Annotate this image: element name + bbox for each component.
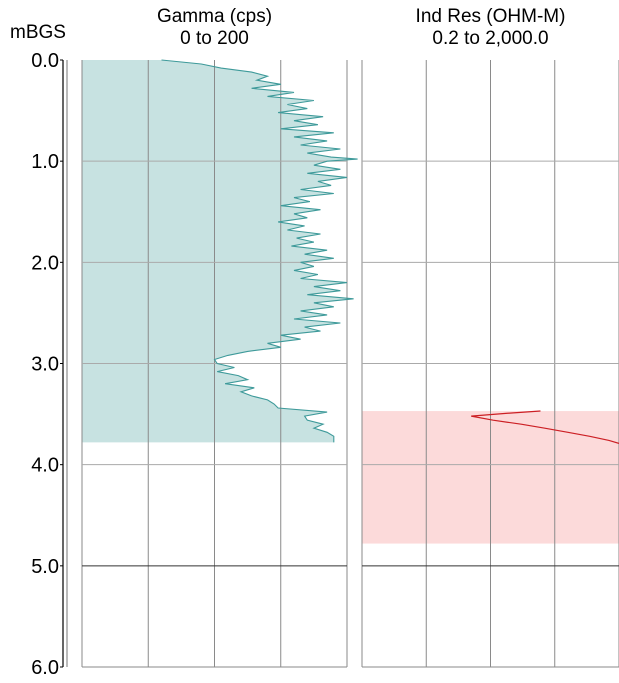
gamma-fill-area (82, 60, 358, 443)
depth-tick-label: 1.0 (31, 151, 59, 173)
depth-tick-label: 3.0 (31, 354, 59, 376)
gamma-track (81, 59, 358, 668)
depth-tick-label: 4.0 (31, 455, 59, 477)
gamma-track-header: Gamma (cps) 0 to 200 (82, 6, 347, 50)
depth-tick-label: 2.0 (31, 252, 59, 274)
depth-tick-label: 5.0 (31, 556, 59, 578)
depth-axis-title: mBGS (10, 22, 66, 43)
depth-axis: 0.0 1.0 2.0 3.0 4.0 5.0 6.0 (31, 50, 68, 679)
resistivity-track-range: 0.2 to 2,000.0 (432, 28, 549, 49)
gamma-track-title: Gamma (cps) (156, 6, 273, 27)
resistivity-track (361, 60, 619, 668)
resistivity-track-header: Ind Res (OHM-M) 0.2 to 2,000.0 (362, 6, 619, 50)
resistivity-curve (471, 410, 619, 444)
gamma-track-range: 0 to 200 (180, 28, 249, 49)
depth-tick-label: 0.0 (31, 50, 59, 72)
gamma-curve (161, 59, 358, 443)
resistivity-track-title: Ind Res (OHM-M) (415, 6, 566, 27)
depth-tick-label: 6.0 (31, 657, 59, 679)
